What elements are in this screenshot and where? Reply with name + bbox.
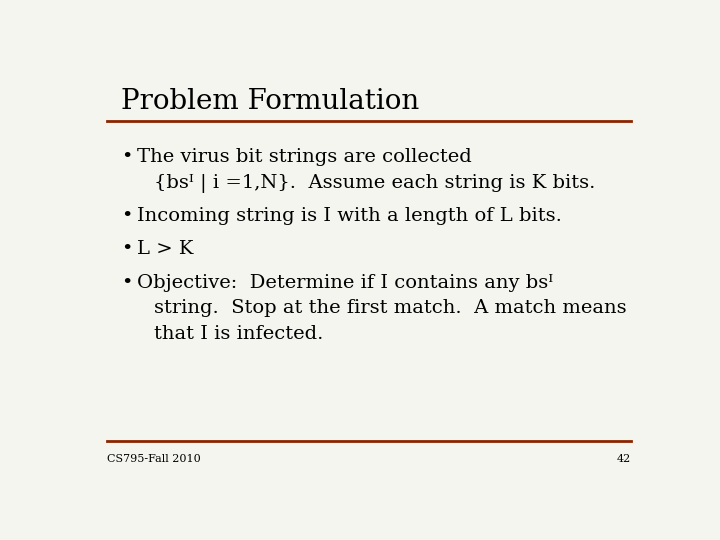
Text: that I is infected.: that I is infected. xyxy=(154,325,323,343)
Text: Objective:  Determine if I contains any bsᴵ: Objective: Determine if I contains any b… xyxy=(138,274,554,292)
Text: L > K: L > K xyxy=(138,240,194,258)
Text: •: • xyxy=(121,207,132,225)
Text: •: • xyxy=(121,274,132,292)
Text: Incoming string is I with a length of L bits.: Incoming string is I with a length of L … xyxy=(138,207,562,225)
Text: The virus bit strings are collected: The virus bit strings are collected xyxy=(138,148,472,166)
Text: {bsᴵ | i =1,N}.  Assume each string is K bits.: {bsᴵ | i =1,N}. Assume each string is K … xyxy=(154,174,595,193)
Text: Problem Formulation: Problem Formulation xyxy=(121,87,419,114)
Text: •: • xyxy=(121,240,132,258)
Text: 42: 42 xyxy=(617,454,631,464)
Text: CS795-Fall 2010: CS795-Fall 2010 xyxy=(107,454,200,464)
Text: •: • xyxy=(121,148,132,166)
Text: string.  Stop at the first match.  A match means: string. Stop at the first match. A match… xyxy=(154,299,627,318)
